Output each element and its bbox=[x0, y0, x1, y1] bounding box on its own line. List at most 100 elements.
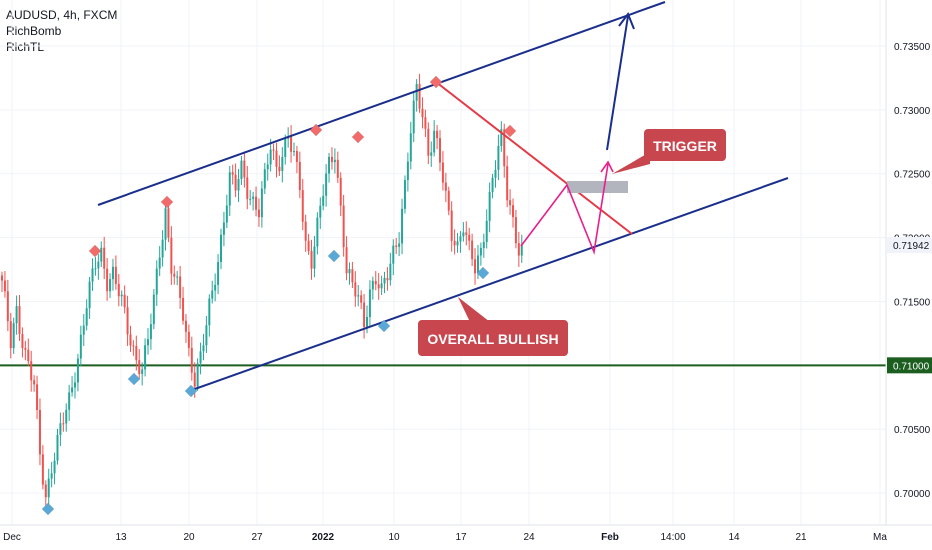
candle-body bbox=[243, 160, 246, 178]
candle-body bbox=[506, 166, 509, 201]
swing-high-marker bbox=[309, 123, 323, 137]
candle-body bbox=[190, 347, 193, 373]
support-price-label: 0.71000 bbox=[893, 361, 930, 372]
candle-body bbox=[199, 351, 202, 364]
candle-body bbox=[500, 129, 503, 147]
x-tick-label: 14 bbox=[728, 532, 740, 543]
swing-high-marker bbox=[351, 130, 365, 144]
swing-low-marker bbox=[184, 384, 198, 398]
swing-low-marker bbox=[327, 249, 341, 263]
candle-body bbox=[193, 372, 196, 387]
candle-body bbox=[406, 161, 409, 181]
candle-body bbox=[41, 454, 44, 485]
drawings bbox=[97, 1, 789, 391]
candle-body bbox=[100, 247, 103, 262]
candle-body bbox=[468, 234, 471, 241]
candle-body bbox=[380, 283, 383, 289]
candle-body bbox=[488, 191, 491, 221]
candle-body bbox=[512, 205, 514, 218]
indicator-richtl: RichTL bbox=[6, 40, 45, 54]
candle-body bbox=[158, 257, 161, 269]
candle-body bbox=[222, 222, 225, 235]
candle-body bbox=[395, 245, 398, 247]
candle-body bbox=[462, 232, 465, 237]
candle-body bbox=[339, 177, 342, 206]
candle-body bbox=[85, 308, 88, 326]
candle-body bbox=[228, 172, 231, 206]
candle-body bbox=[111, 266, 114, 280]
current-price-tag bbox=[887, 237, 932, 253]
candle-body bbox=[211, 290, 214, 299]
candle-body bbox=[278, 166, 281, 172]
candle-body bbox=[389, 263, 392, 281]
candle-body bbox=[123, 294, 126, 308]
candle-body bbox=[179, 276, 182, 298]
candle-body bbox=[345, 247, 348, 274]
current-price-label: 0.71942 bbox=[893, 241, 930, 252]
x-tick-label: 27 bbox=[251, 532, 263, 543]
candle-body bbox=[257, 209, 260, 218]
candle-body bbox=[170, 237, 173, 274]
candle-body bbox=[450, 210, 453, 241]
candle-body bbox=[76, 358, 79, 383]
candle-body bbox=[205, 325, 208, 346]
trigger-label: TRIGGER bbox=[653, 138, 717, 154]
swing-low-marker bbox=[127, 372, 141, 386]
price-axis[interactable]: 0.735000.730000.725000.720000.715000.710… bbox=[887, 42, 932, 500]
candle-body bbox=[225, 205, 228, 223]
candle-body bbox=[217, 261, 220, 285]
candle-body bbox=[275, 150, 278, 167]
candle-body bbox=[27, 349, 30, 362]
swing-high-marker bbox=[429, 75, 443, 89]
candle-body bbox=[371, 280, 374, 290]
candle-body bbox=[266, 164, 269, 170]
candle-body bbox=[263, 169, 266, 189]
projection-arrowhead bbox=[600, 160, 614, 173]
candle-body bbox=[330, 156, 333, 163]
candle-body bbox=[240, 160, 243, 179]
candle-body bbox=[255, 196, 258, 210]
candle-body bbox=[9, 321, 12, 349]
candle-body bbox=[155, 268, 158, 295]
candle-body bbox=[284, 138, 287, 157]
candle-body bbox=[173, 273, 176, 277]
candle-body bbox=[363, 302, 366, 328]
time-axis[interactable]: Dec 13 20 27 2022 10 17 24 Feb 14:00 14 21 Ma bbox=[3, 532, 887, 543]
candle-body bbox=[53, 460, 56, 474]
candle-body bbox=[336, 159, 339, 178]
x-tick-label: 2022 bbox=[312, 532, 335, 543]
candle-body bbox=[333, 159, 336, 163]
projection-path bbox=[520, 163, 609, 255]
candle-body bbox=[62, 423, 65, 425]
candle-body bbox=[132, 345, 135, 347]
trigger-callout-pointer bbox=[612, 152, 650, 174]
candle-body bbox=[476, 255, 479, 274]
candle-body bbox=[368, 289, 371, 317]
indicator-richbomb: RichBomb bbox=[6, 24, 62, 38]
candle-body bbox=[503, 129, 506, 167]
candle-body bbox=[453, 240, 456, 246]
candle-body bbox=[441, 162, 444, 183]
candle-body bbox=[354, 282, 357, 297]
candle-body bbox=[479, 247, 482, 256]
candle-body bbox=[249, 198, 252, 200]
candle-body bbox=[33, 380, 36, 385]
candle-body bbox=[465, 232, 468, 235]
candle-body bbox=[94, 268, 97, 270]
candle-body bbox=[298, 161, 301, 191]
candle-body bbox=[459, 236, 462, 242]
candle-body bbox=[120, 294, 123, 297]
candle-body bbox=[147, 339, 149, 346]
candle-body bbox=[88, 281, 91, 309]
candle-body bbox=[202, 345, 205, 352]
bullish-label-box bbox=[418, 320, 568, 356]
y-tick-label: 0.70500 bbox=[894, 425, 931, 436]
x-tick-label: 13 bbox=[115, 532, 127, 543]
candle-body bbox=[3, 280, 6, 292]
y-tick-label: 0.71500 bbox=[894, 297, 931, 308]
x-tick-label: Dec bbox=[3, 532, 21, 543]
candle-body bbox=[74, 382, 76, 388]
candle-body bbox=[401, 208, 404, 244]
candle-body bbox=[439, 138, 441, 163]
